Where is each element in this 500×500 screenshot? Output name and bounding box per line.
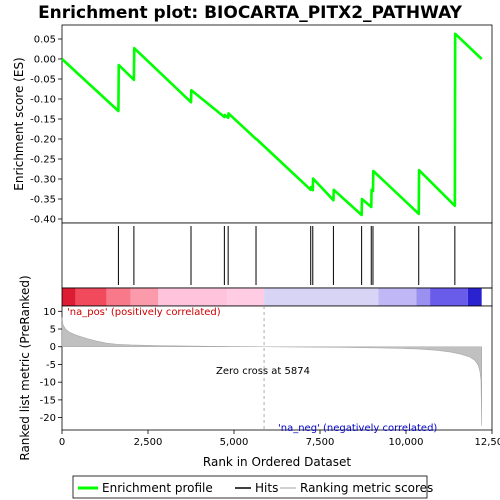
metric-y-tick-label: -10	[40, 378, 56, 389]
x-axis-label: Rank in Ordered Dataset	[203, 455, 351, 469]
legend-es-label: Enrichment profile	[102, 481, 213, 495]
es-y-tick-label: -0.05	[30, 75, 56, 86]
colorbar-segment	[130, 288, 159, 306]
metric-y-label: Ranked list metric (PreRanked)	[18, 275, 32, 460]
metric-y-tick-label: -20	[40, 413, 56, 424]
metric-y-tick-label: 0	[50, 342, 56, 353]
legend: Enrichment profile Hits Ranking metric s…	[72, 475, 433, 499]
es-y-tick-label: -0.40	[30, 215, 56, 226]
x-tick-label: 5,000	[220, 437, 249, 448]
es-y-tick-label: 0.00	[34, 55, 56, 66]
es-y-tick-label: -0.35	[30, 195, 56, 206]
es-y-tick-label: -0.15	[30, 115, 56, 126]
x-tick-label: 2,500	[134, 437, 163, 448]
zero-cross-label: Zero cross at 5874	[216, 366, 310, 377]
metric-area-fill	[61, 317, 482, 426]
metric-y-tick-label: -5	[46, 360, 56, 371]
es-y-tick-label: 0.05	[34, 35, 56, 46]
chart-title: Enrichment plot: BIOCARTA_PITX2_PATHWAY	[38, 3, 463, 23]
colorbar-segment	[416, 288, 431, 306]
colorbar-segment	[467, 288, 482, 306]
es-y-axis: 0.05 0.00 -0.05 -0.10 -0.15 -0.20 -0.25 -0.30 -0…	[30, 35, 62, 226]
hits-panel	[61, 222, 493, 289]
hit-lines	[117, 226, 456, 285]
colorbar-segment	[264, 288, 379, 306]
metric-y-tick-label: 5	[50, 325, 56, 336]
metric-x-axis: 0 2,500 5,000 7,500 10,000 12,500	[59, 430, 500, 448]
colorbar-segment	[75, 288, 107, 306]
na-pos-label: 'na_pos' (positively correlated)	[67, 307, 221, 318]
metric-y-axis: 10 5 0 -5 -10 -15 -20	[40, 307, 62, 424]
colorbar-segment	[227, 288, 265, 306]
metric-y-tick-label: -15	[40, 395, 56, 406]
es-y-tick-label: -0.25	[30, 155, 56, 166]
es-y-tick-label: -0.10	[30, 95, 56, 106]
es-series	[61, 32, 483, 217]
legend-hits-label: Hits	[255, 481, 278, 495]
metric-panel	[61, 305, 493, 431]
x-tick-label: 10,000	[389, 437, 424, 448]
metric-y-tick-label: 10	[43, 307, 56, 318]
na-neg-label: 'na_neg' (negatively correlated)	[278, 423, 437, 434]
es-y-label: Enrichment score (ES)	[12, 57, 26, 190]
metric-area	[61, 317, 482, 426]
colorbar-segment	[378, 288, 417, 306]
colorbar-segment	[430, 288, 468, 306]
colorbar-segment	[158, 288, 228, 306]
x-tick-label: 7,500	[306, 437, 335, 448]
es-y-tick-label: -0.30	[30, 175, 56, 186]
colorbar-segment	[62, 288, 76, 306]
legend-box	[72, 475, 428, 499]
es-panel	[61, 24, 493, 224]
x-tick-label: 12,500	[475, 437, 500, 448]
es-line	[61, 32, 483, 217]
rank-colorbar	[62, 288, 482, 306]
legend-metric-label: Ranking metric scores	[300, 481, 433, 495]
colorbar-segment	[106, 288, 131, 306]
x-tick-label: 0	[59, 437, 65, 448]
es-y-tick-label: -0.20	[30, 135, 56, 146]
